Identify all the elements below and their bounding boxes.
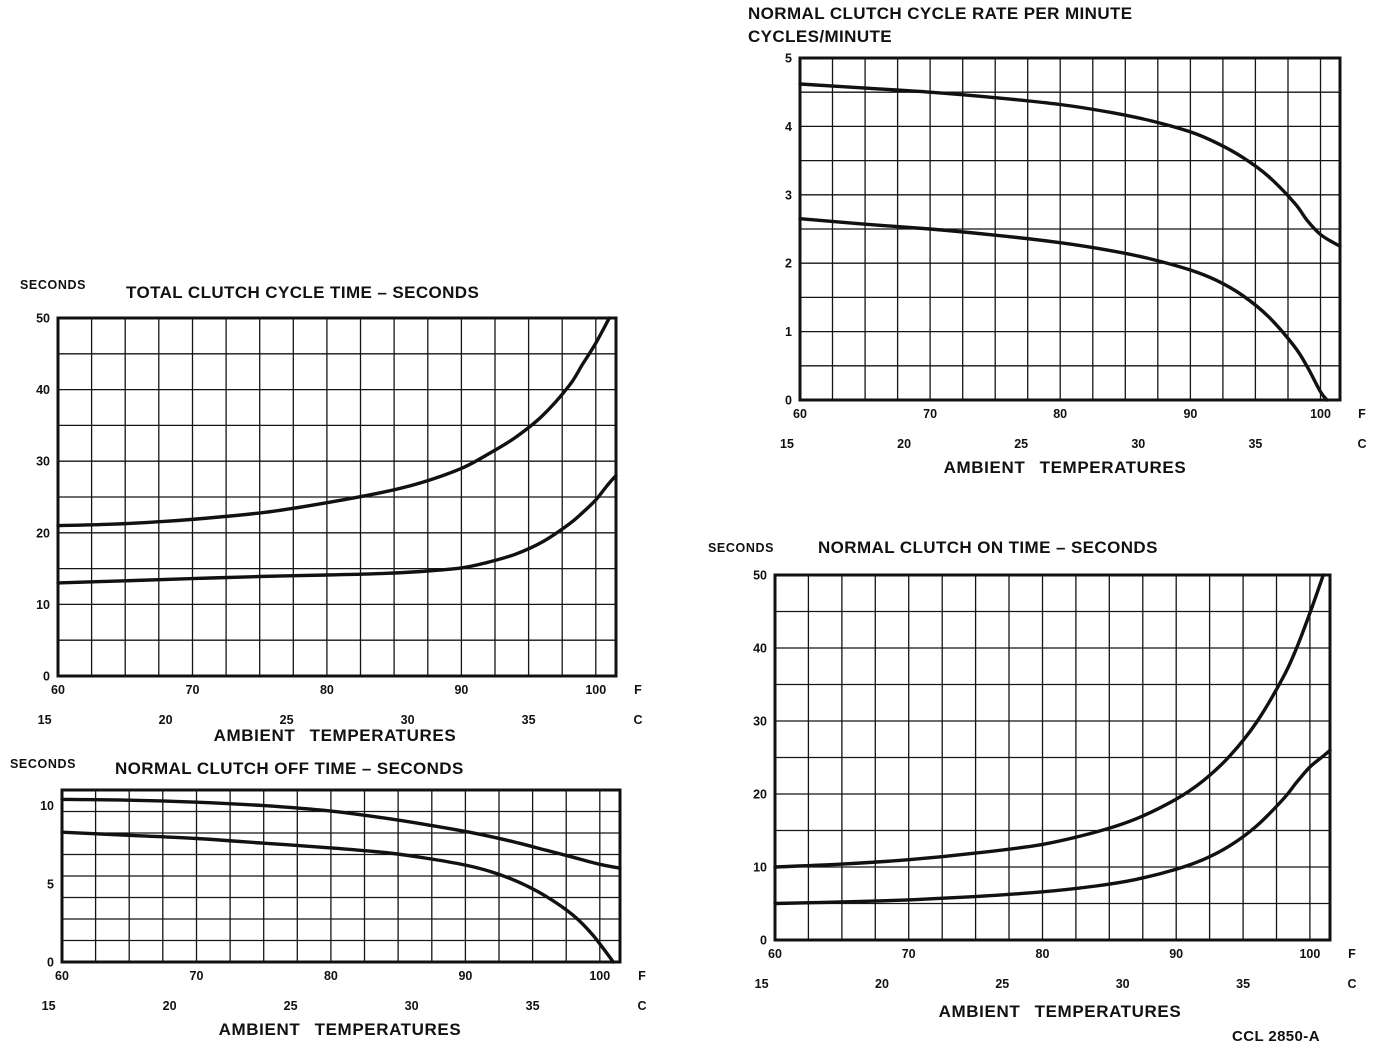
c-tick-label: 35 xyxy=(522,713,536,727)
total-clutch-cycle-time-upper-curve xyxy=(56,316,611,528)
f-tick-label: 90 xyxy=(1169,947,1183,961)
y-axis-unit-label-off-time: SECONDS xyxy=(10,757,77,771)
y-tick-label: 10 xyxy=(40,799,54,813)
f-unit-label: F xyxy=(638,969,646,983)
f-tick-label: 100 xyxy=(1299,947,1320,961)
f-tick-label: 80 xyxy=(1053,407,1067,421)
document-code: CCL 2850-A xyxy=(1232,1028,1320,1045)
y-tick-label: 3 xyxy=(785,188,792,202)
f-tick-label: 100 xyxy=(585,683,606,697)
x-axis-label-cycle-rate: AMBIENT TEMPERATURES xyxy=(943,458,1187,477)
c-tick-label: 30 xyxy=(401,713,415,727)
y-tick-label: 5 xyxy=(785,52,792,66)
f-unit-label: F xyxy=(634,683,642,697)
y-tick-label: 30 xyxy=(753,715,767,729)
f-tick-label: 90 xyxy=(458,969,472,983)
c-unit-label: C xyxy=(633,713,642,727)
y-tick-label: 2 xyxy=(785,257,792,271)
y-tick-label: 50 xyxy=(753,569,767,583)
plot-border xyxy=(56,316,618,678)
f-tick-label: 70 xyxy=(190,969,204,983)
clutch-on-time-chart: 0 10 20 30 40 50 60 70 80 90 100 F 15 20 25 30 35 C xyxy=(730,567,1376,995)
normal-clutch-off-time-upper-curve xyxy=(60,797,622,870)
f-tick-label: 60 xyxy=(55,969,69,983)
c-unit-label: C xyxy=(1357,437,1366,451)
f-tick-label: 70 xyxy=(186,683,200,697)
chart-title-on-time: NORMAL CLUTCH ON TIME – SECONDS xyxy=(818,538,1158,557)
y-tick-label: 10 xyxy=(753,861,767,875)
normal-clutch-cycle-rate-upper-curve xyxy=(798,82,1342,248)
c-tick-label: 20 xyxy=(159,713,173,727)
clutch-off-time-chart: 0 5 10 60 70 80 90 100 F 15 20 25 30 35 C xyxy=(10,782,675,1020)
c-tick-label: 15 xyxy=(780,437,794,451)
f-unit-label: F xyxy=(1348,947,1356,961)
chart-title-total-cycle-time: TOTAL CLUTCH CYCLE TIME – SECONDS xyxy=(126,283,480,302)
y-tick-label: 40 xyxy=(36,383,50,397)
f-tick-label: 80 xyxy=(1036,947,1050,961)
c-tick-label: 20 xyxy=(163,999,177,1013)
normal-clutch-on-time-upper-curve xyxy=(773,573,1325,869)
c-tick-label: 25 xyxy=(284,999,298,1013)
y-tick-label: 0 xyxy=(43,670,50,684)
x-axis-label-off-time: AMBIENT TEMPERATURES xyxy=(218,1020,462,1039)
total-clutch-cycle-time-chart: 0 10 20 30 40 50 60 70 80 90 100 F 15 20 25 30 35 C xyxy=(10,310,675,730)
c-tick-label: 30 xyxy=(1131,437,1145,451)
c-tick-label: 15 xyxy=(42,999,56,1013)
f-tick-label: 100 xyxy=(589,969,610,983)
normal-clutch-on-time-lower-curve xyxy=(773,748,1332,906)
normal-clutch-cycle-rate-lower-curve xyxy=(798,217,1329,402)
f-tick-label: 60 xyxy=(793,407,807,421)
f-tick-label: 70 xyxy=(923,407,937,421)
clutch-cycle-rate-chart: 0 1 2 3 4 5 60 70 80 90 100 F 15 20 25 30 35 C xyxy=(755,50,1373,455)
c-tick-label: 30 xyxy=(405,999,419,1013)
c-tick-label: 30 xyxy=(1116,977,1130,991)
c-tick-label: 25 xyxy=(280,713,294,727)
y-tick-label: 5 xyxy=(47,877,54,891)
c-tick-label: 20 xyxy=(875,977,889,991)
total-clutch-cycle-time-lower-curve xyxy=(56,473,618,585)
f-unit-label: F xyxy=(1358,407,1366,421)
y-tick-label: 0 xyxy=(47,956,54,970)
c-tick-label: 20 xyxy=(897,437,911,451)
y-axis-unit-label-on-time: SECONDS xyxy=(708,541,775,555)
c-unit-label: C xyxy=(1347,977,1356,991)
y-tick-label: 1 xyxy=(785,325,792,339)
c-tick-label: 25 xyxy=(1014,437,1028,451)
c-tick-label: 35 xyxy=(1248,437,1262,451)
y-tick-label: 20 xyxy=(36,526,50,540)
y-tick-label: 10 xyxy=(36,598,50,612)
x-axis-label-total-cycle: AMBIENT TEMPERATURES xyxy=(213,726,457,745)
chart-title-cycle-rate-line2: CYCLES/MINUTE xyxy=(748,27,893,46)
plot-border xyxy=(773,573,1332,942)
f-tick-label: 60 xyxy=(768,947,782,961)
chart-title-cycle-rate-line1: NORMAL CLUTCH CYCLE RATE PER MINUTE xyxy=(748,4,1133,23)
c-tick-label: 25 xyxy=(995,977,1009,991)
f-tick-label: 100 xyxy=(1310,407,1331,421)
normal-clutch-off-time-lower-curve xyxy=(60,830,615,964)
y-tick-label: 4 xyxy=(785,120,792,134)
f-tick-label: 80 xyxy=(320,683,334,697)
f-tick-label: 70 xyxy=(902,947,916,961)
f-tick-label: 80 xyxy=(324,969,338,983)
y-tick-label: 0 xyxy=(760,934,767,948)
plot-border xyxy=(798,56,1342,402)
chart-title-off-time: NORMAL CLUTCH OFF TIME – SECONDS xyxy=(115,759,464,778)
f-tick-label: 60 xyxy=(51,683,65,697)
c-tick-label: 35 xyxy=(526,999,540,1013)
y-tick-label: 30 xyxy=(36,455,50,469)
y-tick-label: 0 xyxy=(785,394,792,408)
c-tick-label: 15 xyxy=(38,713,52,727)
c-tick-label: 15 xyxy=(755,977,769,991)
y-tick-label: 20 xyxy=(753,788,767,802)
plot-border xyxy=(60,788,622,964)
y-axis-unit-label-total-cycle: SECONDS xyxy=(20,278,87,292)
y-tick-label: 50 xyxy=(36,312,50,326)
f-tick-label: 90 xyxy=(454,683,468,697)
y-tick-label: 40 xyxy=(753,642,767,656)
f-tick-label: 90 xyxy=(1183,407,1197,421)
c-tick-label: 35 xyxy=(1236,977,1250,991)
c-unit-label: C xyxy=(637,999,646,1013)
x-axis-label-on-time: AMBIENT TEMPERATURES xyxy=(938,1002,1182,1021)
